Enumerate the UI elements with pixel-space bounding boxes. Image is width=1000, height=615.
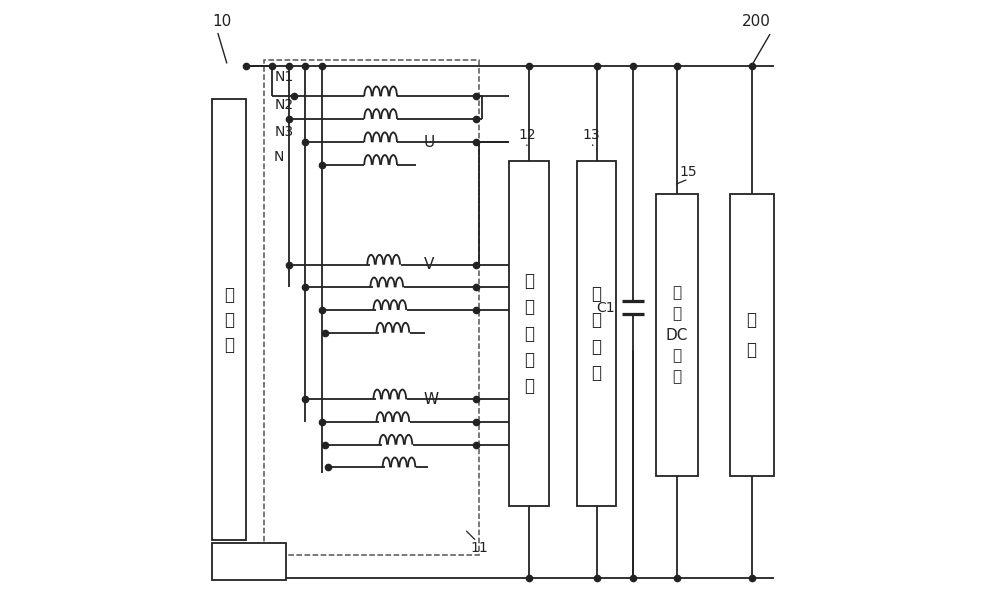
Text: 桥
臂
变
换
器: 桥 臂 变 换 器	[524, 272, 534, 395]
Text: N1: N1	[275, 70, 294, 84]
FancyBboxPatch shape	[656, 194, 698, 476]
Text: N: N	[273, 149, 284, 164]
Text: N3: N3	[275, 124, 294, 138]
Text: 充
电
口: 充 电 口	[224, 286, 234, 354]
FancyBboxPatch shape	[212, 100, 246, 540]
Text: C1: C1	[596, 301, 615, 314]
Text: 13: 13	[583, 128, 600, 142]
FancyBboxPatch shape	[509, 161, 549, 507]
Text: N2: N2	[275, 98, 294, 111]
Text: V: V	[423, 257, 434, 272]
Text: 电
池: 电 池	[747, 311, 757, 359]
Text: U: U	[423, 135, 435, 149]
Text: 12: 12	[518, 128, 536, 142]
Text: 200: 200	[742, 14, 771, 29]
Text: 15: 15	[679, 165, 697, 179]
Text: W: W	[423, 392, 439, 407]
Text: 双
向
DC
模
块: 双 向 DC 模 块	[666, 285, 688, 384]
Text: 11: 11	[471, 541, 488, 555]
FancyBboxPatch shape	[577, 161, 616, 507]
FancyBboxPatch shape	[212, 543, 286, 580]
FancyBboxPatch shape	[730, 194, 774, 476]
Text: 10: 10	[212, 14, 232, 29]
Text: 双
向
桥
臂: 双 向 桥 臂	[591, 285, 601, 382]
